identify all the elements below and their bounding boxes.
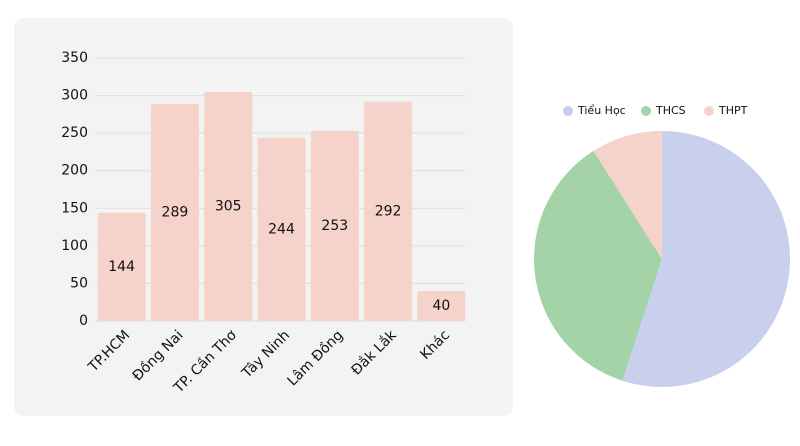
value-label: 289 <box>162 204 189 220</box>
legend-swatch <box>704 106 714 116</box>
pie-slice <box>534 150 662 381</box>
y-tick-label: 300 <box>61 88 88 104</box>
y-tick-label: 150 <box>61 200 88 216</box>
pie-slice <box>593 131 662 259</box>
legend-label: THPT <box>718 104 748 117</box>
bar <box>150 103 199 321</box>
legend-label: THCS <box>655 104 686 117</box>
bar <box>364 101 413 321</box>
y-tick-label: 50 <box>70 275 88 291</box>
y-tick-label: 350 <box>61 50 88 66</box>
bar <box>204 91 253 321</box>
y-tick-label: 0 <box>79 313 88 329</box>
bar <box>97 212 146 321</box>
y-tick-label: 200 <box>61 163 88 179</box>
value-label: 244 <box>268 221 295 237</box>
value-label: 305 <box>215 198 242 214</box>
y-tick-label: 100 <box>61 238 88 254</box>
value-label: 292 <box>375 203 402 219</box>
legend-swatch <box>563 106 573 116</box>
bar <box>310 130 359 321</box>
y-tick-label: 250 <box>61 125 88 141</box>
bar <box>417 290 466 321</box>
legend-swatch <box>641 106 651 116</box>
value-label: 144 <box>108 259 135 275</box>
value-label: 40 <box>432 298 450 314</box>
value-label: 253 <box>321 218 348 234</box>
pie-slice <box>622 131 790 387</box>
legend-label: Tiểu Học <box>577 104 626 117</box>
bar <box>257 137 306 321</box>
